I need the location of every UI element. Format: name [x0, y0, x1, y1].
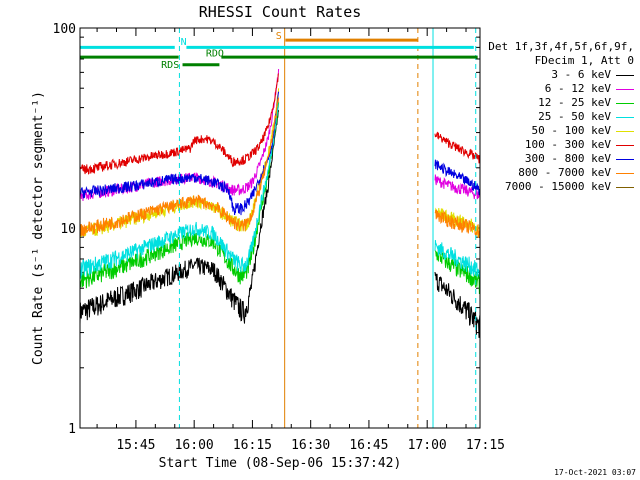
legend-label: 300 - 800 keV [524, 152, 611, 165]
x-tick-label: 15:45 [116, 438, 155, 453]
annotation-rds: RDS [161, 60, 179, 71]
x-tick-label: 17:15 [466, 438, 505, 453]
legend-swatch [616, 130, 634, 132]
series-line-7-1 [434, 209, 481, 239]
legend-swatch [616, 172, 634, 174]
legend-label: 7000 - 15000 keV [505, 180, 611, 193]
y-tick-label: 1 [68, 422, 76, 437]
legend-entry: 6 - 12 keV [478, 82, 634, 96]
series-line-5-1 [434, 131, 481, 164]
x-tick-label: 16:45 [349, 438, 388, 453]
series-line-6-0 [79, 91, 280, 216]
series-line-6-1 [434, 159, 481, 196]
legend-swatch [616, 186, 634, 188]
x-tick-label: 16:00 [175, 438, 214, 453]
legend-header-2: FDecim 1, Att 0 [534, 54, 634, 67]
legend-entry: 800 - 7000 keV [478, 166, 634, 180]
x-tick-label: 16:15 [233, 438, 272, 453]
legend-entry: 300 - 800 keV [478, 152, 634, 166]
legend-label: 12 - 25 keV [538, 96, 611, 109]
y-axis-label-text: Count Rate (s⁻¹ detector segment⁻¹) [31, 91, 46, 365]
y-tick-label: 10 [60, 222, 76, 237]
legend-entry: 25 - 50 keV [478, 110, 634, 124]
legend-swatch [616, 88, 634, 90]
series-line-5-0 [79, 73, 280, 175]
legend-label: 50 - 100 keV [531, 124, 611, 137]
annotation-rdo: RDO [206, 49, 224, 60]
legend-label: 800 - 7000 keV [518, 166, 611, 179]
legend-swatch [616, 144, 634, 146]
legend-swatch [616, 74, 634, 76]
legend-header-1: Det 1f,3f,4f,5f,6f,9f, [488, 40, 634, 53]
legend-entry: 50 - 100 keV [478, 124, 634, 138]
legend-entry: 100 - 300 keV [478, 138, 634, 152]
legend-swatch [616, 158, 634, 160]
legend-swatch [616, 116, 634, 118]
legend-entry: 12 - 25 keV [478, 96, 634, 110]
x-tick-label: 17:00 [408, 438, 447, 453]
legend-label: 3 - 6 keV [551, 68, 611, 81]
x-axis-label: Start Time (08-Sep-06 15:37:42) [159, 456, 402, 471]
legend-entry: 3 - 6 keV [478, 68, 634, 82]
legend: Det 1f,3f,4f,5f,6f,9f, FDecim 1, Att 0 3… [478, 40, 634, 194]
series-line-1-1 [434, 174, 481, 200]
x-tick-label: 16:30 [291, 438, 330, 453]
series-line-3-1 [434, 239, 481, 278]
legend-swatch [616, 102, 634, 104]
series-line-0-1 [434, 271, 481, 338]
chart-title: RHESSI Count Rates [199, 3, 362, 21]
legend-label: 100 - 300 keV [524, 138, 611, 151]
legend-entry: 7000 - 15000 keV [478, 180, 634, 194]
annotation-s: S [276, 31, 282, 42]
annotation-n: N [181, 37, 187, 48]
generation-timestamp: 17-Oct-2021 03:07 [554, 468, 636, 477]
y-tick-label: 100 [53, 22, 76, 37]
y-axis-label: Count Rate (s⁻¹ detector segment⁻¹) [31, 91, 46, 365]
plot-frame [79, 27, 481, 429]
legend-label: 6 - 12 keV [544, 82, 611, 95]
legend-label: 25 - 50 keV [538, 110, 611, 123]
